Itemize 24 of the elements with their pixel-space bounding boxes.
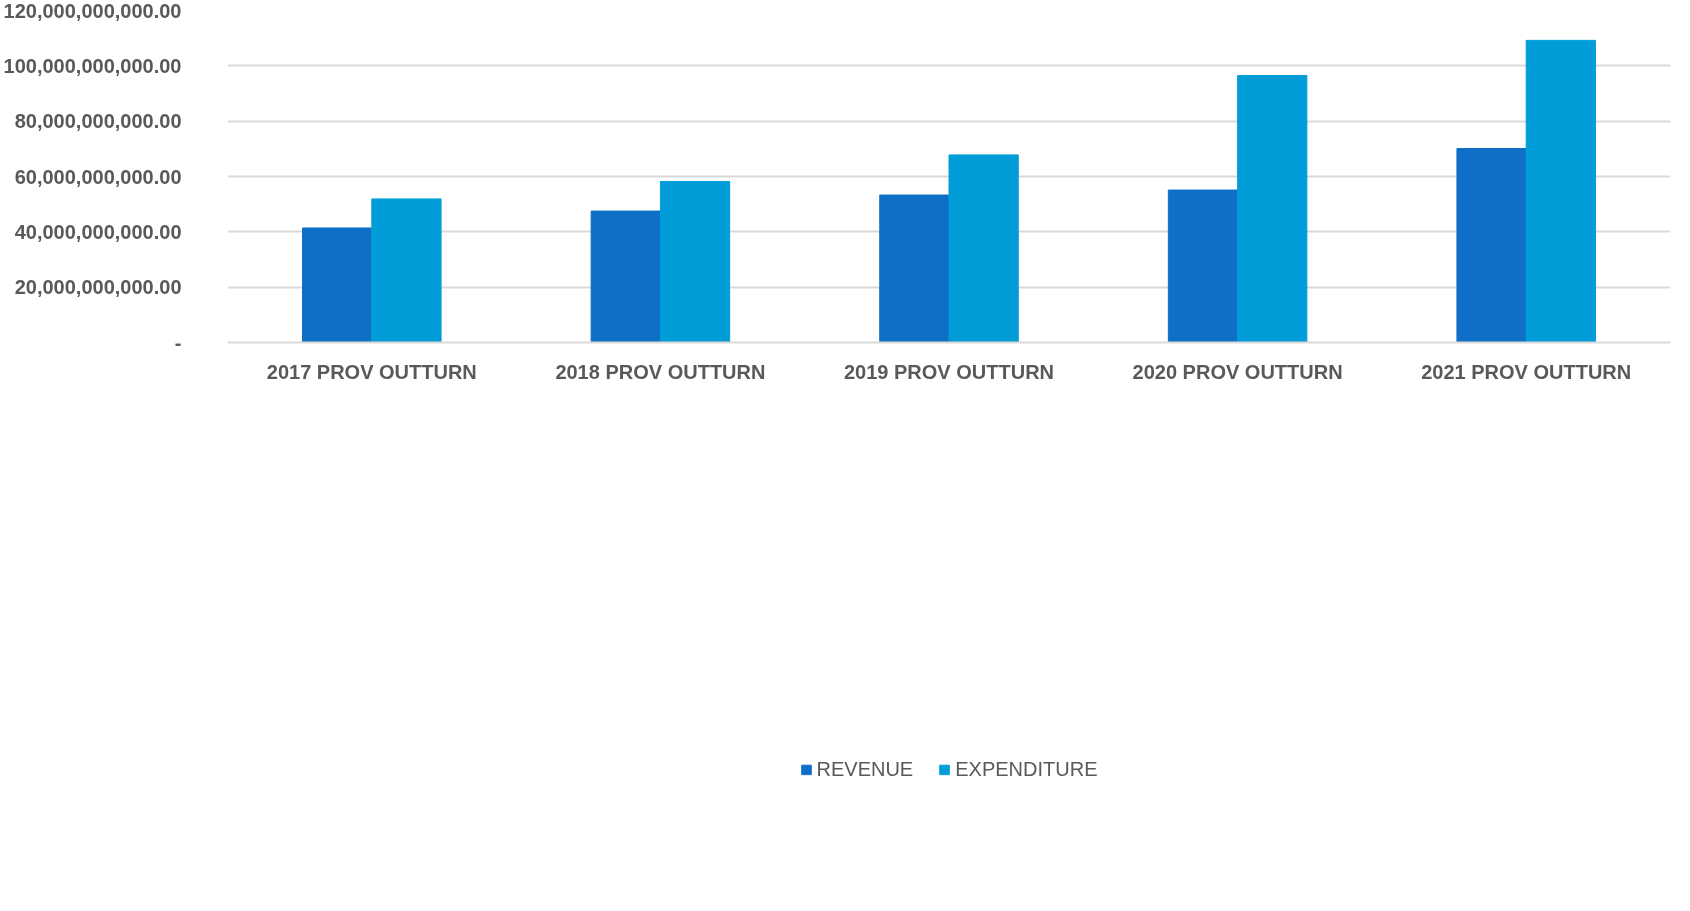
bar	[1167, 189, 1239, 343]
bar	[1525, 39, 1596, 343]
y-tick-label: 80,000,000,000.00	[14, 110, 182, 133]
bar	[371, 198, 442, 343]
bar	[590, 210, 661, 343]
legend-label: REVENUE	[816, 757, 914, 781]
bar	[948, 154, 1019, 343]
y-tick-label: 20,000,000,000.00	[14, 276, 182, 299]
bar	[1237, 75, 1308, 343]
x-tick-label: 2017 PROV OUTTURN	[266, 360, 477, 383]
bar	[302, 227, 373, 343]
x-tick-label: 2018 PROV OUTTURN	[555, 360, 766, 383]
x-tick-label: 2021 PROV OUTTURN	[1421, 360, 1632, 383]
y-tick-label: 60,000,000,000.00	[14, 165, 182, 188]
bar	[659, 180, 731, 343]
x-tick-label: 2019 PROV OUTTURN	[843, 360, 1055, 383]
y-tick-label: 40,000,000,000.00	[14, 220, 182, 243]
bar	[879, 194, 950, 343]
y-tick-label: 120,000,000,000.00	[3, 0, 182, 22]
legend-label: EXPENDITURE	[955, 757, 1098, 781]
x-tick-label: 2020 PROV OUTTURN	[1132, 360, 1343, 383]
y-tick-label: 100,000,000,000.00	[3, 54, 182, 77]
y-tick-label: -	[174, 331, 182, 354]
bar	[1456, 148, 1527, 343]
